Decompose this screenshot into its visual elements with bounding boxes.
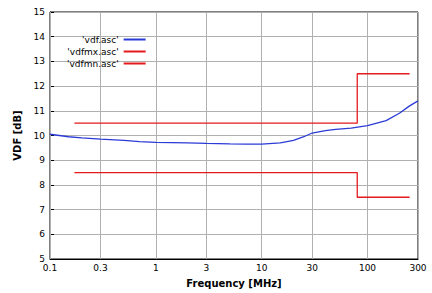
svg-text:'vdfmn.asc': 'vdfmn.asc' [67,59,119,69]
svg-text:14: 14 [34,32,46,42]
svg-text:3: 3 [203,263,209,273]
svg-text:10: 10 [256,263,268,273]
svg-text:30: 30 [306,263,318,273]
svg-text:Frequency [MHz]: Frequency [MHz] [186,278,281,289]
svg-text:12: 12 [34,81,45,91]
svg-text:15: 15 [34,7,45,17]
svg-text:0.3: 0.3 [93,263,107,273]
svg-text:0.1: 0.1 [43,263,57,273]
svg-text:8: 8 [39,180,45,190]
svg-text:'vdf.asc': 'vdf.asc' [82,35,119,45]
svg-text:VDF [dB]: VDF [dB] [12,110,23,160]
svg-text:100: 100 [359,263,376,273]
svg-text:13: 13 [34,56,45,66]
svg-text:9: 9 [39,155,45,165]
svg-text:6: 6 [39,229,45,239]
svg-text:11: 11 [34,106,45,116]
svg-text:5: 5 [39,254,45,264]
svg-text:10: 10 [34,131,46,141]
svg-text:7: 7 [39,205,45,215]
svg-text:1: 1 [153,263,159,273]
svg-text:'vdfmx.asc': 'vdfmx.asc' [67,47,118,57]
svg-text:300: 300 [409,263,426,273]
